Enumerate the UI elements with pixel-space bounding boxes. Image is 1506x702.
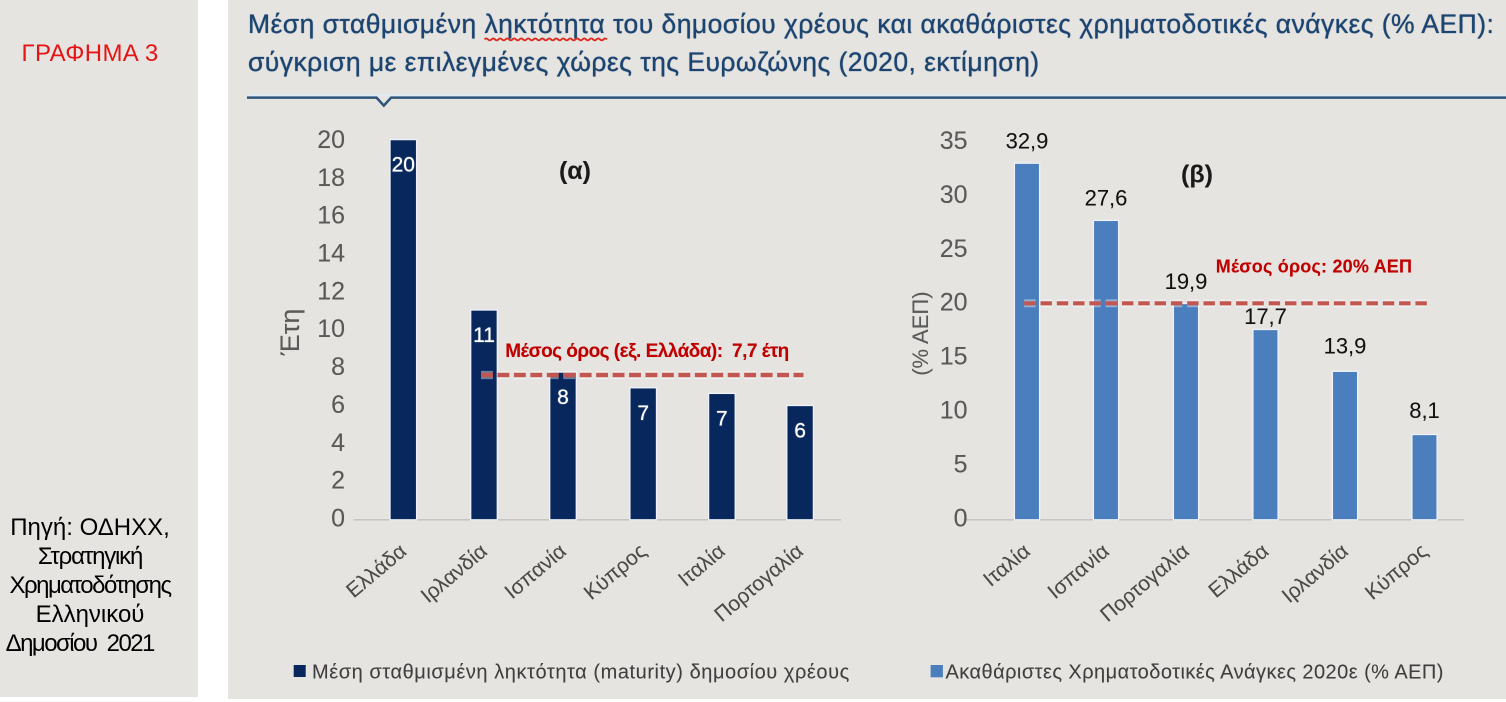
svg-text:35: 35: [940, 127, 968, 155]
svg-text:(% ΑΕΠ): (% ΑΕΠ): [908, 291, 933, 375]
svg-text:Μέση σταθμισμένη ληκτότητα (ma: Μέση σταθμισμένη ληκτότητα (maturity) δη…: [312, 662, 850, 684]
svg-text:20: 20: [392, 154, 415, 177]
svg-text:Μέσος όρος (εξ. Ελλάδα): 7,7: Μέσος όρος (εξ. Ελλάδα): 7,7 έτη: [505, 341, 789, 362]
svg-text:6: 6: [794, 420, 806, 443]
svg-text:Ιρλανδία: Ιρλανδία: [1278, 540, 1353, 608]
svg-text:(β): (β): [1181, 161, 1213, 189]
svg-text:Ελλάδα: Ελλάδα: [342, 540, 411, 603]
svg-text:12: 12: [317, 277, 345, 305]
svg-text:11: 11: [473, 324, 495, 347]
svg-text:8: 8: [331, 353, 345, 381]
svg-text:0: 0: [331, 505, 345, 533]
svg-text:Μέσος όρος: 20% ΑΕΠ: Μέσος όρος: 20% ΑΕΠ: [1216, 257, 1412, 277]
svg-text:7: 7: [637, 402, 649, 425]
svg-text:7: 7: [716, 407, 728, 430]
svg-text:20: 20: [317, 126, 345, 154]
svg-text:16: 16: [317, 202, 345, 230]
svg-text:20: 20: [940, 289, 968, 317]
svg-text:Κύπρος: Κύπρος: [1361, 540, 1432, 605]
svg-text:Κύπρος: Κύπρος: [580, 540, 651, 605]
svg-text:Πορτογαλία: Πορτογαλία: [1096, 540, 1194, 627]
svg-text:32,9: 32,9: [1006, 129, 1049, 154]
svg-text:Ιρλανδία: Ιρλανδία: [417, 540, 492, 608]
svg-text:15: 15: [940, 343, 968, 371]
svg-text:19,9: 19,9: [1165, 269, 1208, 294]
svg-text:6: 6: [331, 391, 345, 419]
svg-text:Έτη: Έτη: [275, 309, 305, 357]
svg-text:Ιταλία: Ιταλία: [674, 540, 730, 592]
svg-text:17,7: 17,7: [1244, 304, 1287, 329]
svg-text:18: 18: [317, 164, 345, 192]
svg-text:(α): (α): [559, 157, 591, 185]
svg-text:Ιταλία: Ιταλία: [979, 540, 1035, 592]
svg-text:0: 0: [954, 505, 968, 533]
svg-text:4: 4: [331, 429, 345, 457]
svg-text:25: 25: [940, 235, 968, 263]
svg-text:14: 14: [317, 240, 345, 268]
svg-text:Ακαθάριστες Χρηματοδοτικές Ανά: Ακαθάριστες Χρηματοδοτικές Ανάγκες 2020ε…: [946, 662, 1444, 684]
svg-text:Ισπανία: Ισπανία: [1043, 540, 1113, 604]
svg-text:8: 8: [557, 386, 569, 409]
svg-text:2: 2: [331, 467, 345, 495]
svg-text:13,9: 13,9: [1324, 333, 1367, 358]
svg-text:10: 10: [317, 315, 345, 343]
svg-text:10: 10: [940, 397, 968, 425]
svg-text:Ελλάδα: Ελλάδα: [1204, 540, 1273, 603]
svg-text:27,6: 27,6: [1085, 185, 1128, 210]
svg-text:5: 5: [954, 451, 968, 479]
svg-text:30: 30: [940, 181, 968, 209]
svg-text:Ισπανία: Ισπανία: [500, 540, 570, 604]
svg-text:8,1: 8,1: [1409, 398, 1440, 423]
